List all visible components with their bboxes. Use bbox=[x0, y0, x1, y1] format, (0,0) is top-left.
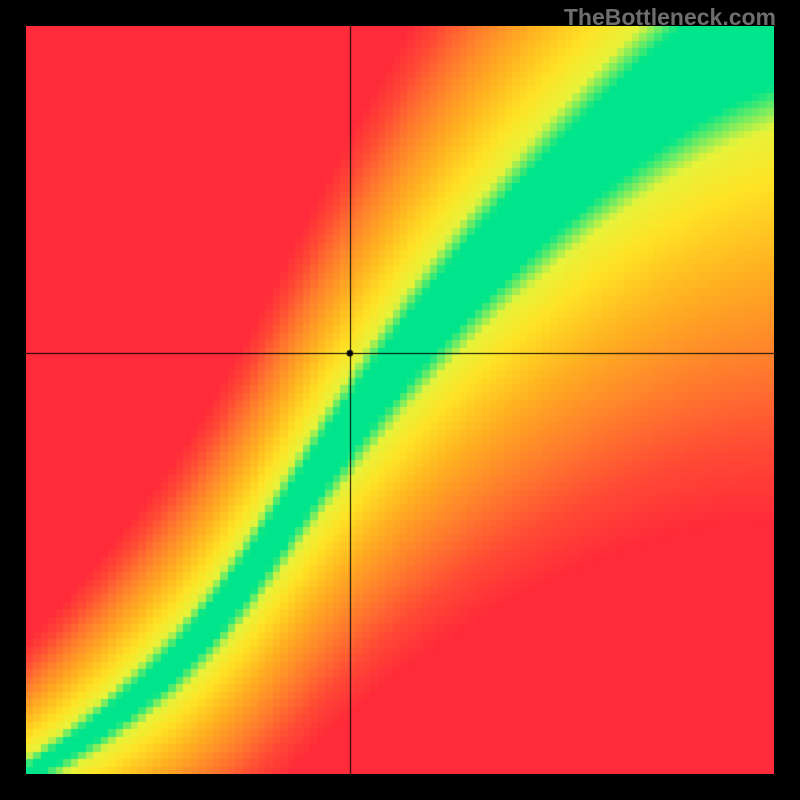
chart-container: TheBottleneck.com bbox=[0, 0, 800, 800]
watermark-text: TheBottleneck.com bbox=[564, 4, 776, 31]
bottleneck-heatmap bbox=[26, 26, 774, 774]
